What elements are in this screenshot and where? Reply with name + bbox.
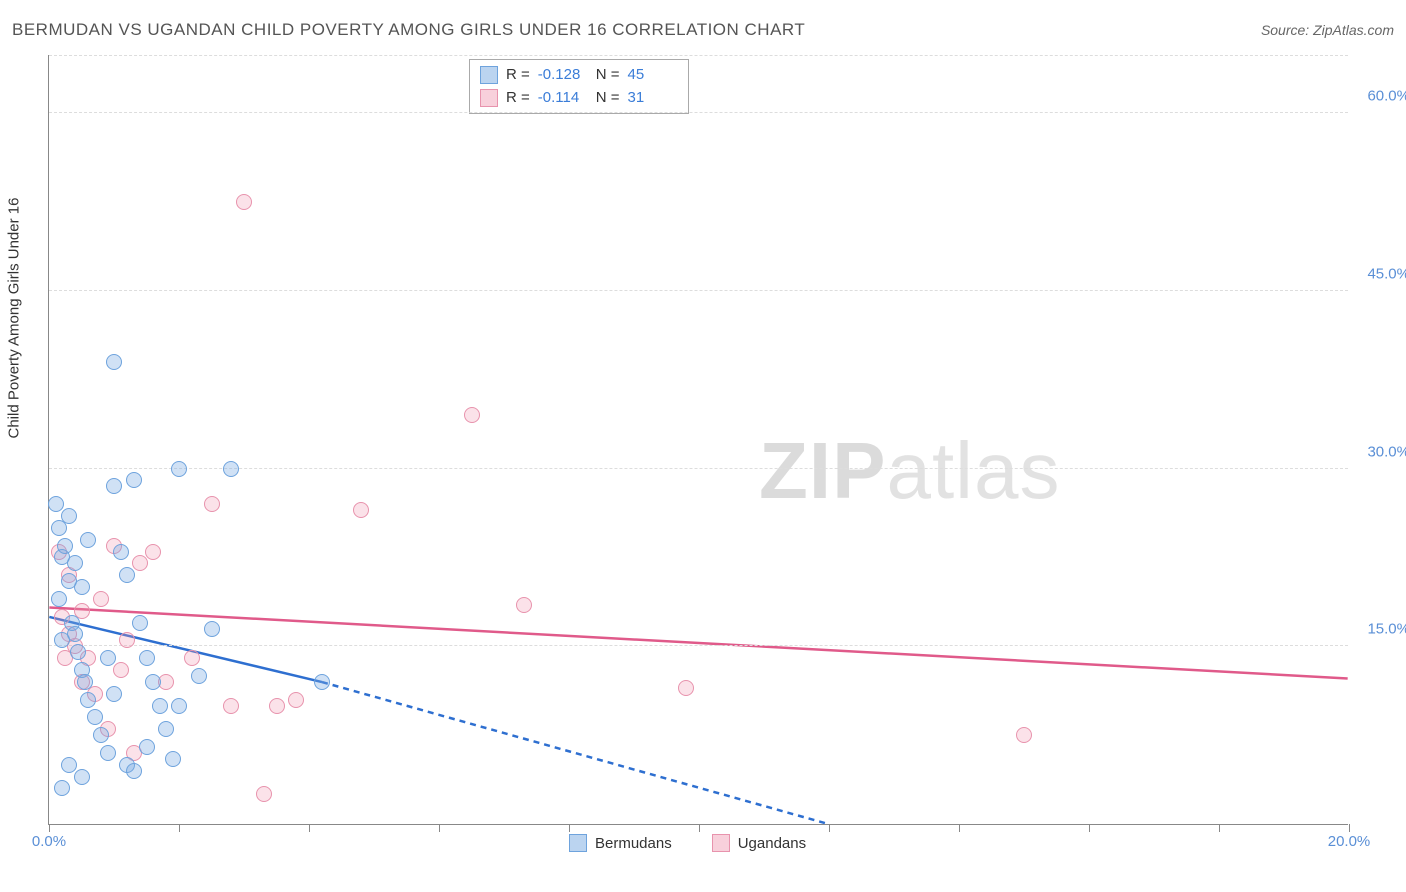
data-point-blue	[139, 650, 155, 666]
data-point-blue	[314, 674, 330, 690]
data-point-blue	[54, 780, 70, 796]
gridline	[49, 290, 1348, 291]
x-tick	[1219, 824, 1220, 832]
data-point-blue	[80, 692, 96, 708]
y-tick-label: 60.0%	[1367, 88, 1406, 105]
data-point-blue	[74, 579, 90, 595]
data-point-pink	[145, 544, 161, 560]
data-point-blue	[61, 508, 77, 524]
data-point-blue	[132, 615, 148, 631]
data-point-pink	[236, 194, 252, 210]
gridline	[49, 55, 1348, 56]
data-point-blue	[57, 538, 73, 554]
data-point-blue	[204, 621, 220, 637]
data-point-blue	[191, 668, 207, 684]
y-axis-label: Child Poverty Among Girls Under 16	[6, 198, 23, 439]
data-point-blue	[70, 644, 86, 660]
data-point-pink	[204, 496, 220, 512]
n-value-bermudans: 45	[628, 64, 678, 87]
data-point-pink	[93, 591, 109, 607]
chart-source: Source: ZipAtlas.com	[1261, 22, 1394, 38]
data-point-pink	[678, 680, 694, 696]
data-point-blue	[74, 769, 90, 785]
series-legend: Bermudans Ugandans	[569, 834, 806, 852]
x-tick-label: 0.0%	[32, 833, 66, 850]
data-point-pink	[353, 502, 369, 518]
x-tick	[569, 824, 570, 832]
data-point-blue	[171, 698, 187, 714]
swatch-blue-icon	[569, 834, 587, 852]
legend-label-ugandans: Ugandans	[738, 835, 806, 852]
data-point-pink	[1016, 727, 1032, 743]
data-point-pink	[132, 555, 148, 571]
data-point-pink	[113, 662, 129, 678]
data-point-blue	[61, 757, 77, 773]
r-value-bermudans: -0.128	[538, 64, 588, 87]
n-value-ugandans: 31	[628, 87, 678, 110]
data-point-blue	[100, 650, 116, 666]
data-point-blue	[67, 555, 83, 571]
swatch-pink-icon	[712, 834, 730, 852]
gridline	[49, 468, 1348, 469]
stats-row-ugandans: R = -0.114 N = 31	[480, 87, 678, 110]
gridline	[49, 112, 1348, 113]
data-point-blue	[93, 727, 109, 743]
data-point-pink	[184, 650, 200, 666]
x-tick	[959, 824, 960, 832]
data-point-blue	[48, 496, 64, 512]
data-point-blue	[126, 763, 142, 779]
data-point-blue	[152, 698, 168, 714]
chart-title: BERMUDAN VS UGANDAN CHILD POVERTY AMONG …	[12, 20, 805, 40]
x-tick-label: 20.0%	[1328, 833, 1371, 850]
trend-lines-layer	[49, 55, 1348, 824]
y-tick-label: 30.0%	[1367, 443, 1406, 460]
stats-row-bermudans: R = -0.128 N = 45	[480, 64, 678, 87]
x-tick	[1089, 824, 1090, 832]
x-tick	[309, 824, 310, 832]
data-point-blue	[100, 745, 116, 761]
data-point-pink	[256, 786, 272, 802]
x-tick	[829, 824, 830, 832]
data-point-blue	[126, 472, 142, 488]
data-point-blue	[106, 478, 122, 494]
x-tick	[179, 824, 180, 832]
x-tick	[49, 824, 50, 832]
data-point-blue	[158, 721, 174, 737]
data-point-blue	[119, 567, 135, 583]
data-point-blue	[77, 674, 93, 690]
y-tick-label: 15.0%	[1367, 621, 1406, 638]
data-point-blue	[171, 461, 187, 477]
data-point-blue	[106, 686, 122, 702]
data-point-blue	[87, 709, 103, 725]
chart-plot-area: ZIPatlas R = -0.128 N = 45 R = -0.114 N …	[48, 55, 1348, 825]
data-point-blue	[54, 632, 70, 648]
data-point-pink	[119, 632, 135, 648]
data-point-blue	[106, 354, 122, 370]
y-tick-label: 45.0%	[1367, 265, 1406, 282]
legend-item-ugandans: Ugandans	[712, 834, 806, 852]
correlation-stats-box: R = -0.128 N = 45 R = -0.114 N = 31	[469, 59, 689, 114]
data-point-blue	[145, 674, 161, 690]
data-point-blue	[139, 739, 155, 755]
data-point-blue	[80, 532, 96, 548]
x-tick	[1349, 824, 1350, 832]
data-point-pink	[223, 698, 239, 714]
swatch-blue-icon	[480, 66, 498, 84]
data-point-pink	[464, 407, 480, 423]
data-point-blue	[113, 544, 129, 560]
data-point-blue	[165, 751, 181, 767]
swatch-pink-icon	[480, 89, 498, 107]
data-point-pink	[269, 698, 285, 714]
data-point-pink	[288, 692, 304, 708]
x-tick	[439, 824, 440, 832]
gridline	[49, 645, 1348, 646]
data-point-blue	[223, 461, 239, 477]
data-point-pink	[516, 597, 532, 613]
x-tick	[699, 824, 700, 832]
watermark: ZIPatlas	[759, 425, 1060, 517]
data-point-blue	[51, 591, 67, 607]
legend-item-bermudans: Bermudans	[569, 834, 672, 852]
r-value-ugandans: -0.114	[538, 87, 588, 110]
legend-label-bermudans: Bermudans	[595, 835, 672, 852]
